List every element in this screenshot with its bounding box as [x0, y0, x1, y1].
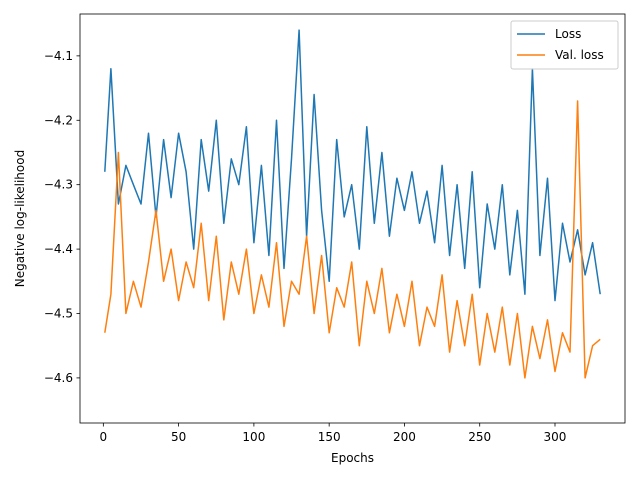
- x-tick-label: 200: [393, 430, 416, 444]
- x-tick-label: 100: [242, 430, 265, 444]
- y-tick-label: −4.6: [44, 371, 73, 385]
- y-tick-label: −4.5: [44, 307, 73, 321]
- legend-box: [510, 20, 619, 70]
- x-tick-label: 300: [544, 430, 567, 444]
- y-axis-label: Negative log-likelihood: [13, 150, 27, 287]
- x-tick-label: 250: [468, 430, 491, 444]
- x-tick-label: 0: [100, 430, 108, 444]
- series-line-val-loss: [104, 100, 601, 379]
- y-tick-label: −4.4: [44, 242, 73, 256]
- series-line-loss: [104, 29, 601, 302]
- x-axis-label: Epochs: [331, 451, 374, 465]
- plot-lines: [104, 29, 601, 379]
- legend-label-val-loss: Val. loss: [555, 48, 604, 62]
- x-axis-ticks: 0 50 100 150 200 250 300: [100, 423, 567, 444]
- y-tick-label: −4.1: [44, 49, 73, 63]
- y-tick-label: −4.2: [44, 113, 73, 127]
- x-tick-label: 150: [318, 430, 341, 444]
- legend-label-loss: Loss: [555, 27, 581, 41]
- x-tick-label: 50: [171, 430, 186, 444]
- plot-frame: [79, 13, 626, 424]
- legend: Loss Val. loss: [510, 20, 619, 70]
- y-axis-ticks: −4.6 −4.5 −4.4 −4.3 −4.2 −4.1: [44, 49, 80, 385]
- y-tick-label: −4.3: [44, 178, 73, 192]
